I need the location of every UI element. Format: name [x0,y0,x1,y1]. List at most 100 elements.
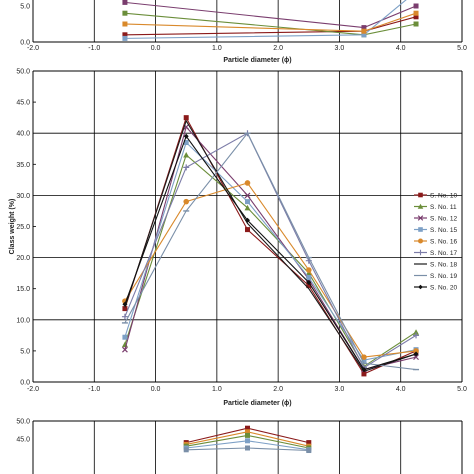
y-tick-label: 5.0 [20,348,30,355]
x-tick-label: 1.0 [212,45,222,52]
x-tick-label: 5.0 [457,386,467,393]
legend-label: S. No. 20 [430,284,457,291]
legend-label: S. No. 18 [430,261,457,268]
x-tick-label: 1.0 [212,386,222,393]
data-point [413,14,419,20]
series-line [124,132,417,371]
legend-label: S. No. 12 [430,215,457,222]
data-point [245,438,250,444]
y-tick-label: 40.0 [16,131,30,138]
legend-label: S. No. 11 [430,204,457,211]
x-tick-label: 3.0 [335,386,345,393]
legend-label: S. No. 17 [430,250,457,257]
chart-panel-2: 0.0 5.0 10.0 15.0 20.0 25.0 30.0 35.0 40.0 45.0 50… [9,69,467,408]
x-tick-label: -2.0 [27,45,39,52]
data-point [306,275,312,281]
series-line [124,1,417,29]
legend-label: S. No. 10 [430,192,457,199]
data-point [413,332,420,339]
series-line [124,116,417,375]
legend-marker [417,203,424,209]
legend-marker [418,284,423,290]
y-tick-label: 30.0 [16,193,30,200]
series-group [183,425,312,454]
x-tick-label: 4.0 [396,386,406,393]
y-tick-label: 15.0 [16,286,30,293]
x-tick-label: 2.0 [273,386,283,393]
series-line [124,141,417,361]
legend-marker [418,238,423,244]
series-group [122,0,419,41]
series-line [124,182,417,358]
legend: S. No. 10 S. No. 11 S. No. 12 S. No. 15 S. N… [414,192,457,291]
data-point [122,10,128,16]
y-tick-label: 45.0 [16,437,30,444]
x-tick-label: -1.0 [88,45,100,52]
data-point [305,270,312,276]
x-tick-label: 0.0 [151,386,161,393]
data-point [183,164,190,171]
data-point [121,313,128,320]
x-axis-title: Particle diameter (ϕ) [223,57,291,64]
legend-marker [418,227,423,232]
data-point [245,425,250,431]
data-point [122,346,128,353]
data-point [413,3,419,9]
data-point [245,199,250,205]
data-point [413,348,419,354]
legend-marker [418,192,423,198]
y-tick-label: 50.0 [16,69,30,76]
data-point [413,10,419,16]
x-tick-label: 4.0 [396,45,406,52]
data-point [245,227,250,233]
legend-marker [417,249,424,256]
y-tick-label: 35.0 [16,162,30,169]
data-point [306,440,312,446]
data-point [183,133,189,139]
data-point [361,25,367,31]
data-point [122,301,128,307]
y-tick-label: 45.0 [16,100,30,107]
data-point [245,445,250,451]
chart-panel-3: 45.0 50.0 [16,419,463,474]
data-point [122,306,128,312]
data-point [413,21,419,27]
data-point [361,367,367,373]
data-point [305,267,312,273]
y-tick-label: 20.0 [16,255,30,262]
data-point [361,32,367,38]
data-point [361,28,367,34]
y-tick-label: 0.0 [20,40,30,47]
legend-marker [417,215,424,221]
data-point [413,329,420,335]
y-tick-label: 25.0 [16,224,30,231]
data-point [122,334,128,340]
data-point [244,204,251,211]
data-point [413,354,419,361]
data-point [122,0,128,5]
x-tick-label: 3.0 [335,45,345,52]
x-axis-title: Particle diameter (ϕ) [223,400,291,407]
data-point [413,351,419,357]
data-point [361,357,367,363]
data-point [245,432,250,438]
legend-label: S. No. 16 [430,238,457,245]
data-point [361,371,367,377]
series-line [124,132,417,369]
y-tick-label: 10.0 [16,317,30,324]
data-point [361,354,367,360]
data-point [183,447,189,453]
x-tick-label: 2.0 [273,45,283,52]
legend-label: S. No. 19 [430,273,457,280]
x-tick-label: -1.0 [88,386,100,393]
data-point [183,115,189,121]
data-point [244,192,251,199]
x-tick-label: 0.0 [151,45,161,52]
data-point [183,151,190,158]
data-point [306,283,312,289]
y-tick-label: 0.0 [20,380,30,387]
x-tick-label: -2.0 [27,386,39,393]
chart-panel-1: 0.0 5.0 -2.0 -1.0 0.0 1.0 2.0 3.0 4.0 5.0 Particle… [20,0,467,64]
legend-label: S. No. 15 [430,227,457,234]
